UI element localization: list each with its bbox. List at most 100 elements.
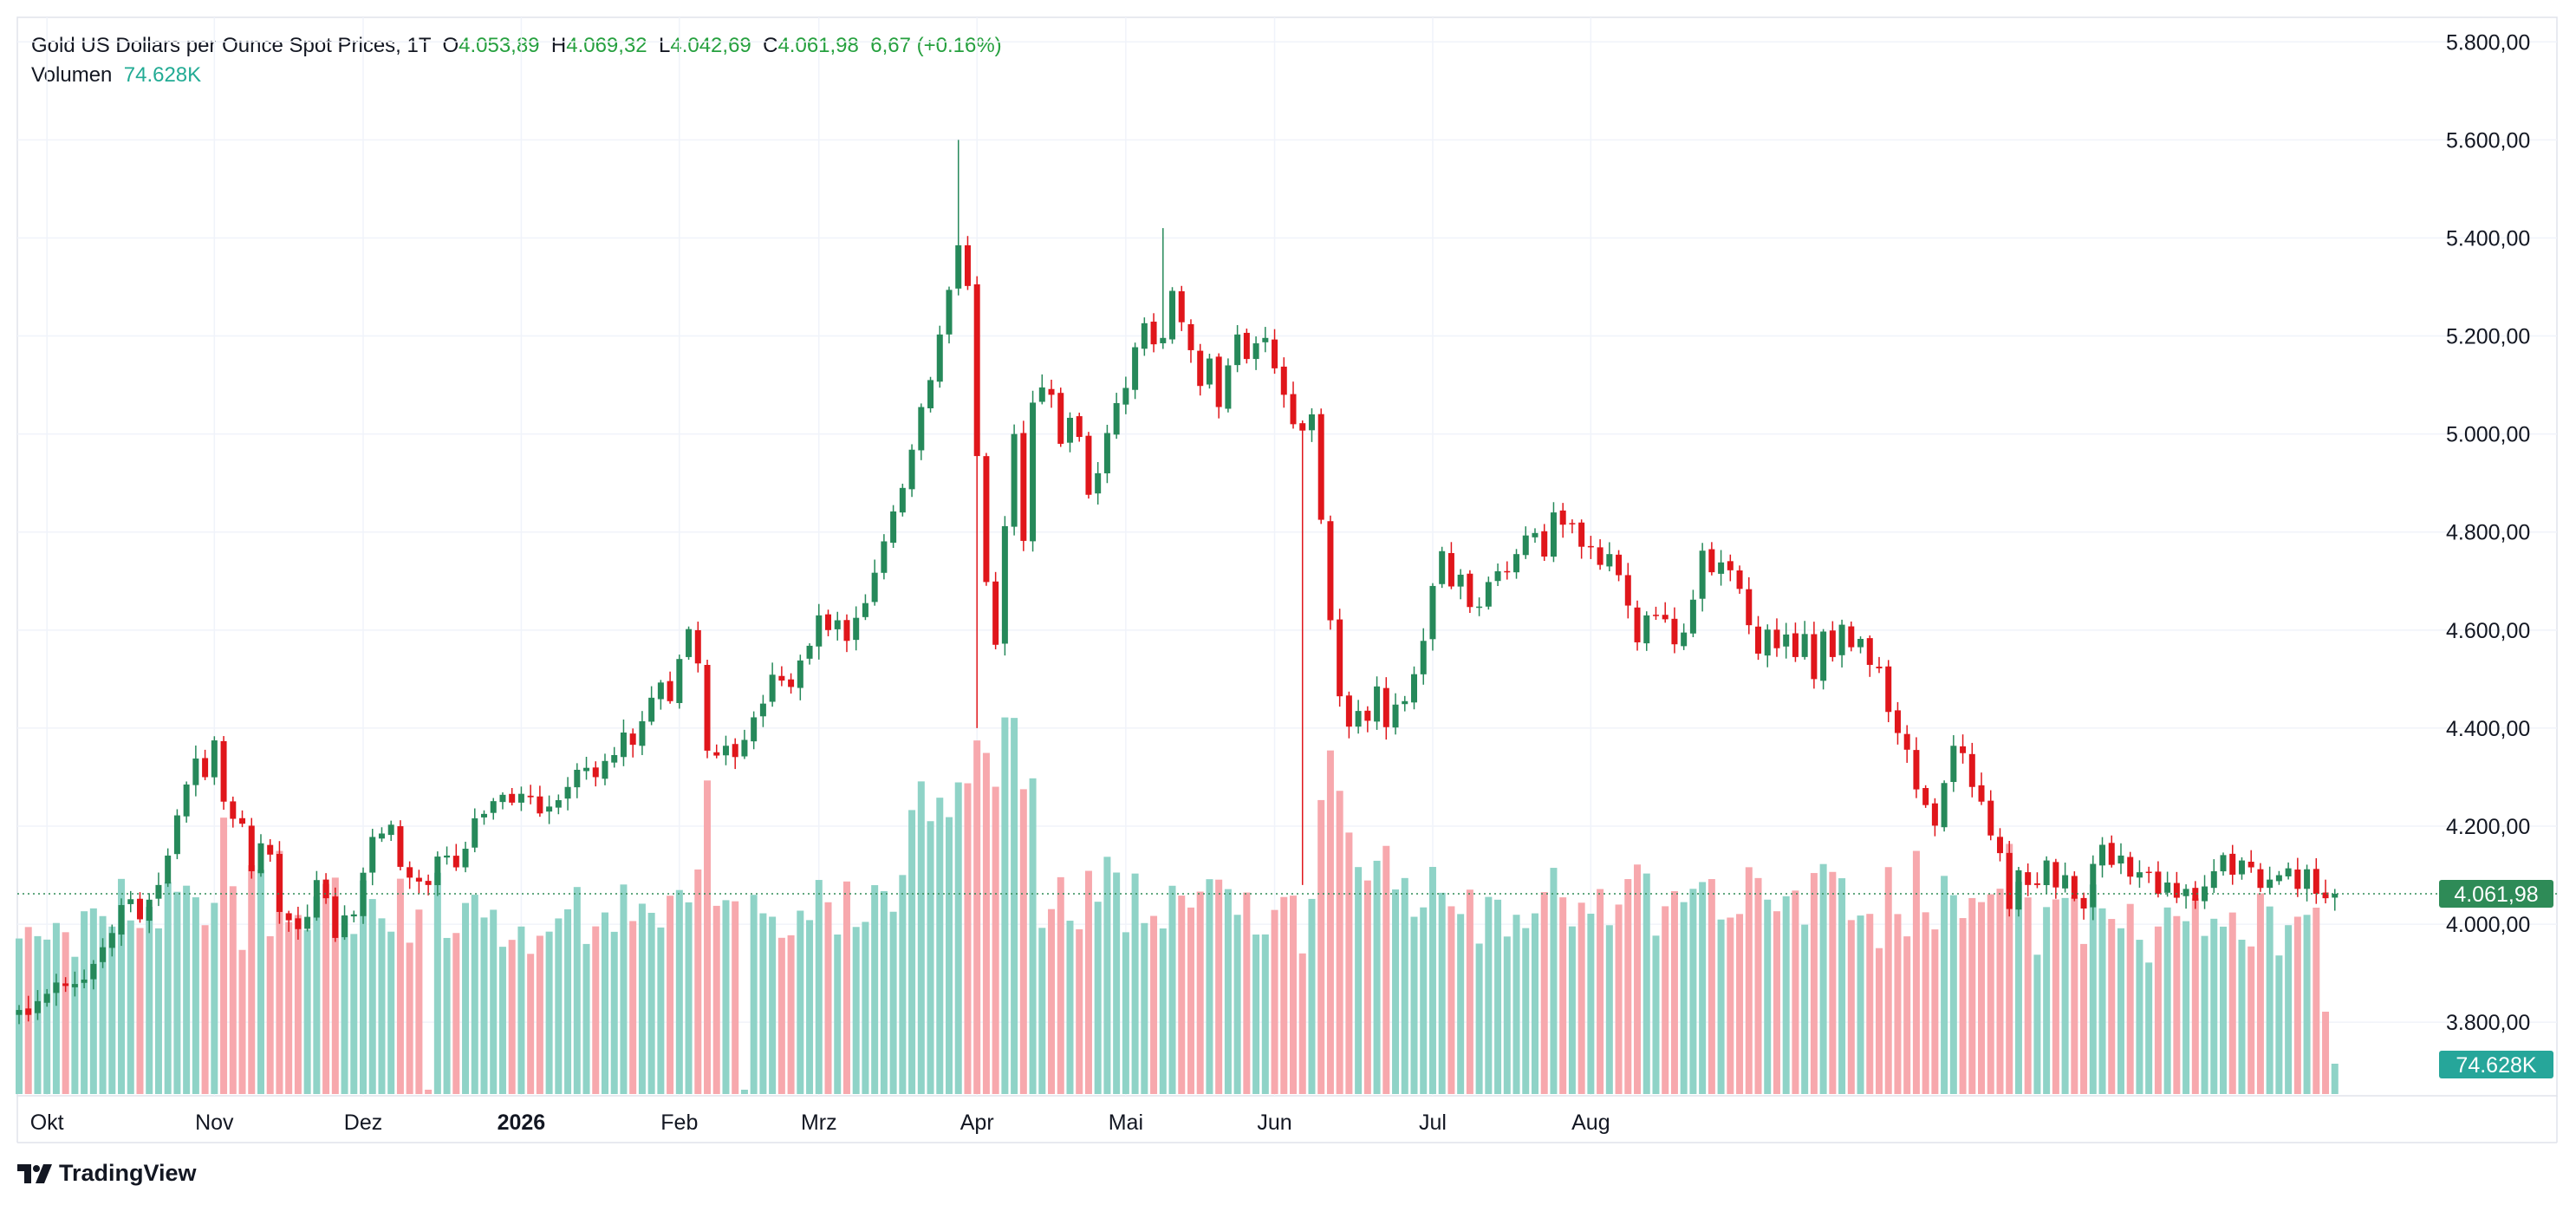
candle-body [583, 767, 590, 772]
volume-bar [1829, 871, 1837, 1094]
volume-bar [1577, 902, 1585, 1094]
candle-body [1931, 803, 1938, 826]
candle-body [1308, 414, 1315, 431]
volume-bar [1206, 879, 1213, 1094]
volume-bar [899, 875, 907, 1094]
volume-bar [1243, 892, 1251, 1094]
candle-body [983, 456, 990, 583]
volume-bar [1801, 924, 1809, 1094]
candle-body [1727, 561, 1734, 570]
x-tick-label: Okt [30, 1111, 64, 1135]
candle-body [704, 664, 711, 751]
candle-body [1922, 788, 1929, 805]
candle-body [2043, 860, 2050, 886]
candle-body [574, 769, 581, 788]
candle-body [127, 899, 134, 904]
last-price-tag [2439, 880, 2553, 909]
volume-bar [2136, 940, 2143, 1094]
volume-bar [341, 915, 348, 1094]
volume-bar [378, 918, 386, 1094]
volume-bar [1699, 882, 1707, 1094]
volume-bar [490, 909, 498, 1094]
candle-body [378, 833, 385, 839]
candle-body [713, 752, 720, 756]
volume-bar [936, 798, 944, 1094]
volume-bar [2014, 882, 2022, 1094]
volume-bar [2313, 908, 2320, 1094]
volume-bar [1773, 911, 1780, 1094]
volume-bar [1670, 890, 1678, 1094]
volume-bar [43, 939, 51, 1094]
candle-body [2062, 875, 2069, 889]
volume-bar [722, 900, 730, 1094]
candle-body [2006, 852, 2013, 909]
volume-bar [1168, 885, 1176, 1094]
volume-bar [2043, 907, 2051, 1094]
volume-bar [1485, 896, 1493, 1094]
volume-bar [2052, 899, 2059, 1094]
volume-bar [1597, 889, 1604, 1094]
candle-body [1076, 416, 1083, 438]
candle-body [1504, 570, 1511, 573]
candle-body [1764, 629, 1771, 656]
volume-bar [2191, 898, 2199, 1094]
volume-bar [396, 878, 404, 1094]
candle-body [1783, 634, 1790, 647]
candle-body [1317, 414, 1324, 520]
close-label: C [763, 34, 778, 57]
ohlc-row: Gold US Dollars per Ounce Spot Prices, 1… [31, 31, 1002, 61]
volume-bar [1215, 879, 1223, 1094]
candle-body [1848, 626, 1855, 648]
volume-bar [99, 915, 107, 1094]
volume-bar [183, 885, 191, 1094]
high-value: 4.069,32 [566, 34, 647, 57]
candle-body [276, 854, 283, 912]
candle-body [2052, 862, 2059, 888]
volume-bar [582, 943, 590, 1094]
candle-body [1801, 634, 1808, 657]
candle-body [108, 933, 115, 948]
volume-bar [2071, 896, 2078, 1094]
candle-body [806, 645, 813, 659]
volume-bar [1662, 906, 1669, 1094]
volume-bar [2220, 926, 2228, 1094]
candle-body [1299, 423, 1306, 431]
volume-bar [1317, 799, 1325, 1094]
candle-body [202, 758, 209, 778]
volume-bar [797, 910, 804, 1094]
candle-body [118, 905, 125, 935]
candle-body [1866, 638, 1873, 665]
volume-bar [1987, 894, 1994, 1094]
candle-body [313, 880, 320, 918]
volume-bar [2098, 908, 2106, 1094]
volume-bar [601, 912, 608, 1094]
candle-body [1820, 631, 1827, 681]
candle-body [890, 511, 897, 544]
candle-body [778, 675, 785, 681]
candle-body [908, 449, 915, 490]
candle-body [1066, 417, 1073, 443]
volume-bar [81, 911, 88, 1094]
candle-body [1141, 322, 1148, 349]
candle-body [834, 620, 841, 629]
volume-bar [1113, 872, 1121, 1094]
volume-bar [1680, 902, 1688, 1094]
volume-bar [1410, 916, 1418, 1094]
x-tick-label: Mai [1109, 1111, 1143, 1135]
candle-body [295, 918, 302, 929]
volume-bar [118, 878, 126, 1094]
volume-bar [1949, 895, 1957, 1094]
candle-body [1355, 711, 1362, 727]
candle-body [2220, 855, 2227, 872]
volume-bar [555, 918, 563, 1094]
last-price-tag-label: 4.061,98 [2454, 883, 2538, 907]
volume-bar [1103, 857, 1111, 1094]
volume-bar [1428, 867, 1436, 1094]
candle-body [165, 855, 172, 884]
candle-body [1420, 641, 1427, 674]
candle-body [1616, 554, 1623, 576]
tradingview-logo[interactable]: TradingView [17, 1160, 197, 1187]
candle-body [1169, 290, 1176, 340]
candle-body [1178, 290, 1185, 322]
